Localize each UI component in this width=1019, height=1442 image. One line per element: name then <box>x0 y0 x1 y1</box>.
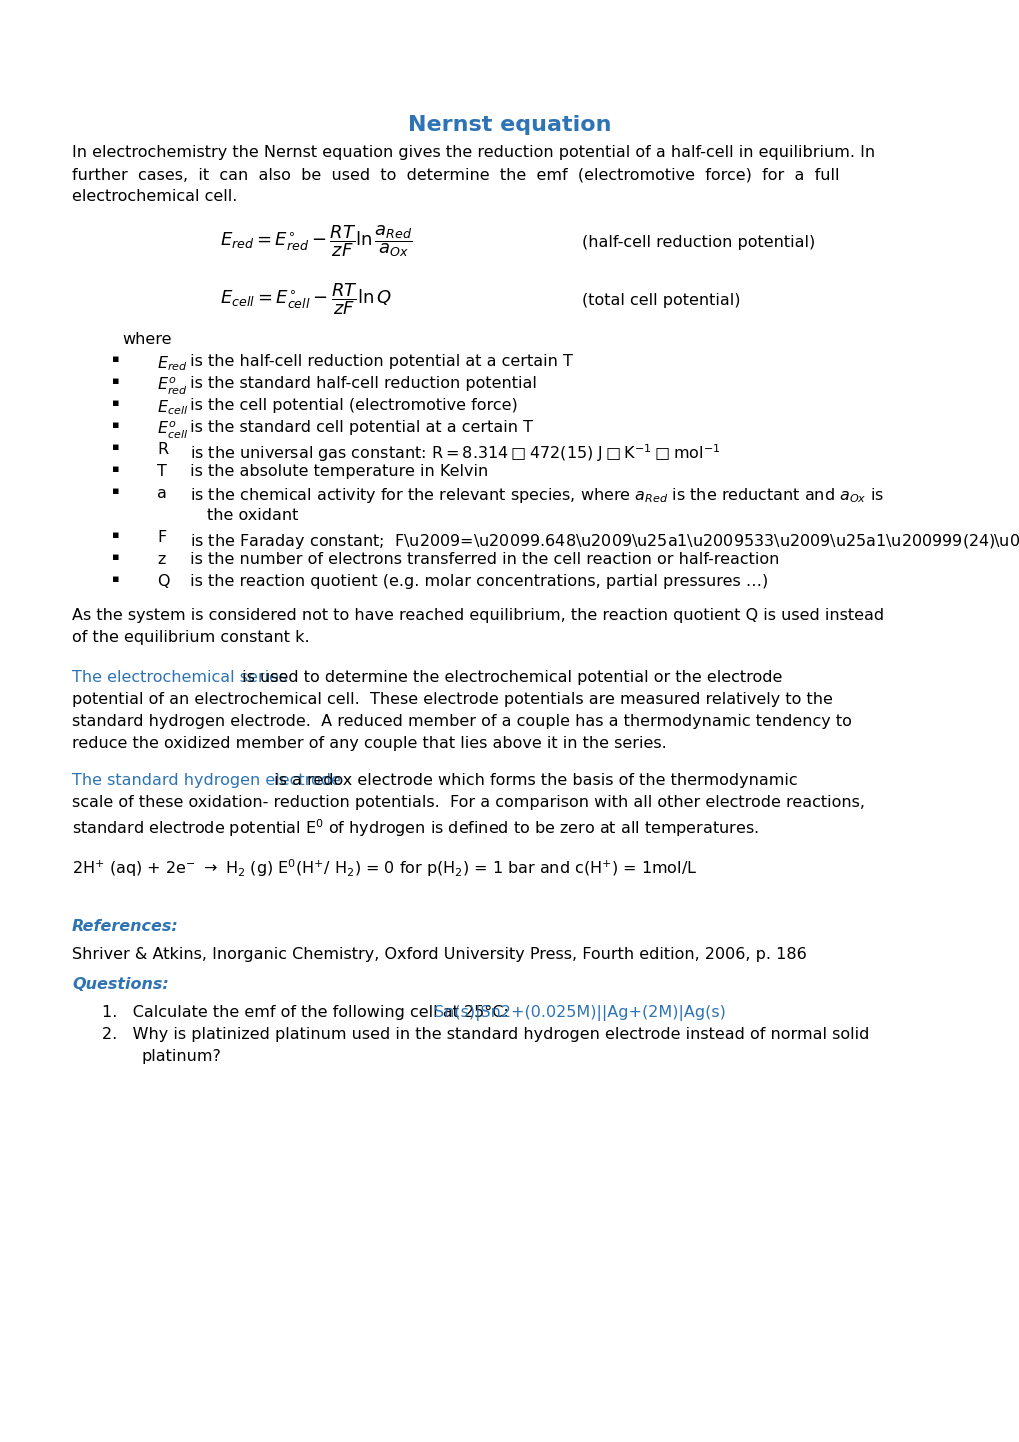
Text: the oxidant: the oxidant <box>207 508 299 523</box>
Text: 1.   Calculate the emf of the following cell at 25°C:: 1. Calculate the emf of the following ce… <box>102 1005 514 1019</box>
Text: (total cell potential): (total cell potential) <box>582 293 740 309</box>
Text: ▪: ▪ <box>112 420 119 430</box>
Text: $E_{cell} = E^{\circ}_{cell} - \dfrac{RT}{zF} \ln Q$: $E_{cell} = E^{\circ}_{cell} - \dfrac{RT… <box>220 281 391 317</box>
Text: is the reaction quotient (e.g. molar concentrations, partial pressures …): is the reaction quotient (e.g. molar con… <box>184 574 767 588</box>
Text: a: a <box>157 486 167 500</box>
Text: 2.   Why is platinized platinum used in the standard hydrogen electrode instead : 2. Why is platinized platinum used in th… <box>102 1027 868 1043</box>
Text: is the universal gas constant: R = 8.314 □ 472(15) J □ K$^{-1}$ □ mol$^{-1}$: is the universal gas constant: R = 8.314… <box>184 443 719 464</box>
Text: z: z <box>157 552 165 567</box>
Text: ▪: ▪ <box>112 353 119 363</box>
Text: is a redox electrode which forms the basis of the thermodynamic: is a redox electrode which forms the bas… <box>269 773 797 787</box>
Text: potential of an electrochemical cell.  These electrode potentials are measured r: potential of an electrochemical cell. Th… <box>72 692 833 707</box>
Text: (half-cell reduction potential): (half-cell reduction potential) <box>582 235 814 249</box>
Text: ▪: ▪ <box>112 486 119 496</box>
Text: T: T <box>157 464 167 479</box>
Text: F: F <box>157 531 166 545</box>
Text: further  cases,  it  can  also  be  used  to  determine  the  emf  (electromotiv: further cases, it can also be used to de… <box>72 167 839 182</box>
Text: ▪: ▪ <box>112 464 119 474</box>
Text: Questions:: Questions: <box>72 978 168 992</box>
Text: Shriver & Atkins, Inorganic Chemistry, Oxford University Press, Fourth edition, : Shriver & Atkins, Inorganic Chemistry, O… <box>72 947 806 962</box>
Text: Q: Q <box>157 574 169 588</box>
Text: $E^{o}_{red}$: $E^{o}_{red}$ <box>157 376 187 397</box>
Text: The electrochemical series: The electrochemical series <box>72 671 287 685</box>
Text: R: R <box>157 443 168 457</box>
Text: platinum?: platinum? <box>142 1048 222 1064</box>
Text: scale of these oxidation- reduction potentials.  For a comparison with all other: scale of these oxidation- reduction pote… <box>72 795 864 810</box>
Text: The standard hydrogen electrode: The standard hydrogen electrode <box>72 773 340 787</box>
Text: References:: References: <box>72 919 178 934</box>
Text: $E_{red} = E^{\circ}_{red} - \dfrac{RT}{zF} \ln \dfrac{a_{Red}}{a_{Ox}}$: $E_{red} = E^{\circ}_{red} - \dfrac{RT}{… <box>220 224 413 258</box>
Text: is the Faraday constant;  F\u2009=\u20099.648\u2009\u25a1\u2009533\u2009\u25a1\u: is the Faraday constant; F\u2009=\u20099… <box>184 531 1019 552</box>
Text: $E_{cell}$: $E_{cell}$ <box>157 398 189 417</box>
Text: of the equilibrium constant k.: of the equilibrium constant k. <box>72 630 310 645</box>
Text: standard hydrogen electrode.  A reduced member of a couple has a thermodynamic t: standard hydrogen electrode. A reduced m… <box>72 714 851 730</box>
Text: electrochemical cell.: electrochemical cell. <box>72 189 237 203</box>
Text: is the cell potential (electromotive force): is the cell potential (electromotive for… <box>184 398 518 412</box>
Text: where: where <box>122 332 171 348</box>
Text: ▪: ▪ <box>112 376 119 386</box>
Text: is the standard half-cell reduction potential: is the standard half-cell reduction pote… <box>184 376 536 391</box>
Text: ▪: ▪ <box>112 574 119 584</box>
Text: is the half-cell reduction potential at a certain T: is the half-cell reduction potential at … <box>184 353 573 369</box>
Text: reduce the oxidized member of any couple that lies above it in the series.: reduce the oxidized member of any couple… <box>72 735 666 751</box>
Text: is the number of electrons transferred in the cell reaction or half-reaction: is the number of electrons transferred i… <box>184 552 779 567</box>
Text: is used to determine the electrochemical potential or the electrode: is used to determine the electrochemical… <box>236 671 782 685</box>
Text: is the chemical activity for the relevant species, where $a_{Red}$ is the reduct: is the chemical activity for the relevan… <box>184 486 883 505</box>
Text: $E^{o}_{cell}$: $E^{o}_{cell}$ <box>157 420 189 441</box>
Text: Nernst equation: Nernst equation <box>408 115 611 136</box>
Text: ▪: ▪ <box>112 531 119 539</box>
Text: As the system is considered not to have reached equilibrium, the reaction quotie: As the system is considered not to have … <box>72 609 883 623</box>
Text: ▪: ▪ <box>112 443 119 451</box>
Text: ▪: ▪ <box>112 398 119 408</box>
Text: 2H$^{+}$ (aq) + 2e$^{-}$ $\rightarrow$ H$_{2}$ (g) E$^{0}$(H$^{+}$/ H$_{2}$) = 0: 2H$^{+}$ (aq) + 2e$^{-}$ $\rightarrow$ H… <box>72 857 697 878</box>
Text: ▪: ▪ <box>112 552 119 562</box>
Text: In electrochemistry the Nernst equation gives the reduction potential of a half-: In electrochemistry the Nernst equation … <box>72 146 874 160</box>
Text: standard electrode potential E$^{0}$ of hydrogen is defined to be zero at all te: standard electrode potential E$^{0}$ of … <box>72 818 758 839</box>
Text: Sn(s)|Sn2+(0.025M)||Ag+(2M)|Ag(s): Sn(s)|Sn2+(0.025M)||Ag+(2M)|Ag(s) <box>434 1005 726 1021</box>
Text: $E_{red}$: $E_{red}$ <box>157 353 187 372</box>
Text: is the standard cell potential at a certain T: is the standard cell potential at a cert… <box>184 420 533 435</box>
Text: is the absolute temperature in Kelvin: is the absolute temperature in Kelvin <box>184 464 488 479</box>
